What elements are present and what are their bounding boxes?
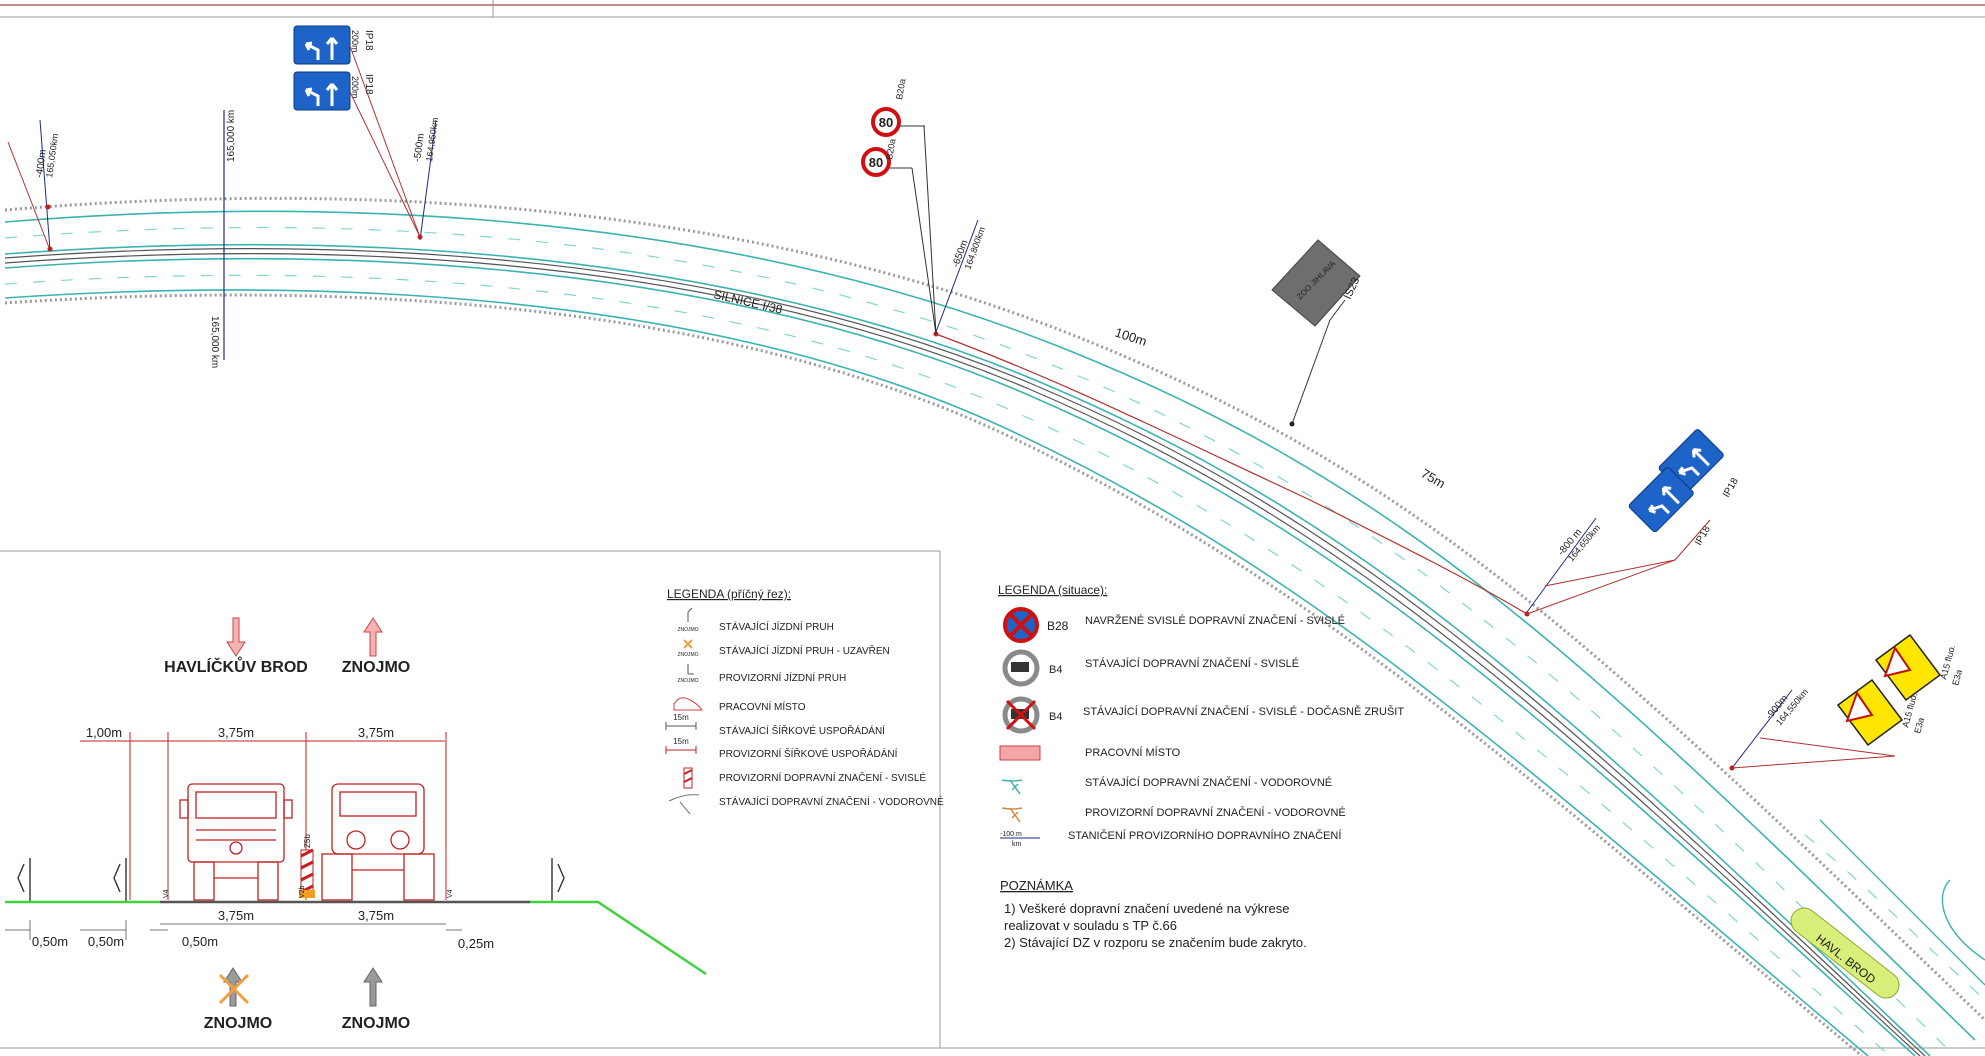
svg-text:PROVIZORNÍ DOPRAVNÍ ZNAČENÍ -: PROVIZORNÍ DOPRAVNÍ ZNAČENÍ - SVISLÉ: [719, 771, 926, 784]
svg-text:2) Stávající DZ v rozporu se z: 2) Stávající DZ v rozporu se značením bu…: [1004, 935, 1307, 950]
svg-text:ZNOJMO: ZNOJMO: [204, 1015, 272, 1032]
svg-text:V4: V4: [447, 889, 454, 898]
svg-text:165,050km: 165,050km: [44, 133, 60, 178]
svg-text:PROVIZORNÍ JÍZDNÍ PRUH: PROVIZORNÍ JÍZDNÍ PRUH: [719, 671, 846, 684]
cross-dir-right: ZNOJMO: [342, 659, 410, 676]
truck-rear: [321, 783, 435, 901]
svg-text:STÁVAJÍCÍ JÍZDNÍ PRUH: STÁVAJÍCÍ JÍZDNÍ PRUH: [719, 620, 834, 633]
ip18-sign-top: 200m 200m IP18 IP18: [292, 24, 421, 238]
station-650: -650m 164,800km: [933, 219, 987, 337]
svg-text:realizovat v souladu s TP č.66: realizovat v souladu s TP č.66: [1004, 918, 1177, 933]
station-800: -800 m 164,650km: [1524, 517, 1602, 617]
svg-text:80: 80: [869, 155, 883, 170]
svg-text:PROVIZORNÍ DOPRAVNÍ ZNAČENÍ -: PROVIZORNÍ DOPRAVNÍ ZNAČENÍ - VODOROVNÉ: [1085, 806, 1346, 819]
svg-text:STÁVAJÍCÍ DOPRAVNÍ ZNAČENÍ - S: STÁVAJÍCÍ DOPRAVNÍ ZNAČENÍ - SVISLÉ: [1085, 657, 1299, 670]
svg-text:B4: B4: [1049, 711, 1062, 723]
truck-front: [179, 783, 293, 901]
station-900: -900m 164,550km: [1729, 687, 1810, 771]
svg-text:IP18: IP18: [363, 30, 374, 51]
dir-arrow-znojmo-closed: [218, 967, 250, 1007]
svg-text:PRACOVNÍ MÍSTO: PRACOVNÍ MÍSTO: [1085, 746, 1181, 759]
svg-text:LEGENDA (situace):: LEGENDA (situace):: [998, 583, 1107, 597]
svg-text:B28: B28: [1047, 619, 1069, 633]
note: POZNÁMKA 1) Veškeré dopravní značení uve…: [1000, 878, 1307, 950]
svg-text:15m: 15m: [673, 713, 689, 722]
svg-text:PRACOVNÍ MÍSTO: PRACOVNÍ MÍSTO: [719, 700, 806, 713]
svg-text:IP18: IP18: [363, 74, 374, 95]
bottom-dimensions: [5, 920, 462, 940]
svg-text:B20a: B20a: [894, 78, 908, 100]
svg-text:LEGENDA (příčný řez):: LEGENDA (příčný řez):: [667, 587, 791, 601]
svg-text:164,950km: 164,950km: [424, 117, 440, 162]
distance-75: 75m: [1419, 466, 1448, 492]
svg-text:V4: V4: [163, 889, 170, 898]
a15-warning-signs: A15 fluo. A15 fluo. E3a E3a: [1731, 633, 1964, 769]
guardrails: [17, 858, 565, 902]
svg-text:PROVIZORNÍ ŠÍŘKOVÉ USPOŘÁDÁNÍ: PROVIZORNÍ ŠÍŘKOVÉ USPOŘÁDÁNÍ: [719, 747, 898, 760]
svg-text:200m: 200m: [350, 30, 360, 53]
svg-text:Z5b: Z5b: [303, 834, 312, 848]
svg-text:0,50m: 0,50m: [88, 934, 124, 949]
svg-text:STÁVAJÍCÍ DOPRAVNÍ ZNAČENÍ - S: STÁVAJÍCÍ DOPRAVNÍ ZNAČENÍ - SVISLÉ - DO…: [1083, 705, 1404, 718]
svg-text:B20a: B20a: [884, 138, 898, 160]
svg-text:ZNOJMO: ZNOJMO: [677, 678, 698, 684]
svg-text:ZNOJMO: ZNOJMO: [677, 627, 698, 633]
svg-text:0,50m: 0,50m: [182, 934, 218, 949]
km-marker-top: 165,000 km: [226, 110, 237, 162]
svg-text:ZNOJMO: ZNOJMO: [677, 652, 698, 658]
svg-text:3,75m: 3,75m: [218, 725, 254, 740]
cross-dir-left: HAVLÍČKŮV BROD: [164, 656, 308, 676]
dir-arrow-havlickuv-brod: [226, 617, 246, 657]
svg-text:km: km: [1012, 841, 1022, 848]
svg-text:E3a: E3a: [1950, 668, 1964, 686]
km-marker-bottom: 165,000 km: [209, 316, 220, 368]
svg-text:1) Veškeré dopravní značení uv: 1) Veškeré dopravní značení uvedené na v…: [1004, 901, 1289, 916]
svg-text:STÁVAJÍCÍ DOPRAVNÍ ZNAČENÍ - V: STÁVAJÍCÍ DOPRAVNÍ ZNAČENÍ - VODOROVNÉ: [1085, 776, 1332, 789]
svg-text:-400m: -400m: [34, 149, 49, 179]
distance-100: 100m: [1113, 325, 1149, 349]
svg-text:IP18: IP18: [1721, 476, 1741, 500]
svg-text:STANIČENÍ PROVIZORNÍHO DOPRAVN: STANIČENÍ PROVIZORNÍHO DOPRAVNÍHO ZNAČEN…: [1068, 829, 1342, 842]
svg-text:3,75m: 3,75m: [218, 908, 254, 923]
svg-text:POZNÁMKA: POZNÁMKA: [1000, 878, 1073, 893]
b20a-speed-signs: 80 80 B20a B20a: [861, 78, 937, 335]
svg-text:STÁVAJÍCÍ JÍZDNÍ PRUH - UZAVŘE: STÁVAJÍCÍ JÍZDNÍ PRUH - UZAVŘEN: [719, 644, 890, 657]
svg-text:V2b: V2b: [299, 885, 306, 898]
svg-text:STÁVAJÍCÍ DOPRAVNÍ ZNAČENÍ - V: STÁVAJÍCÍ DOPRAVNÍ ZNAČENÍ - VODOROVNÉ: [719, 795, 944, 808]
svg-text:0,50m: 0,50m: [32, 934, 68, 949]
legend-cross-section: LEGENDA (příčný řez): ZNOJMO ZNOJMO ZNOJ…: [665, 587, 944, 815]
svg-text:E3a: E3a: [1912, 716, 1926, 734]
svg-text:80: 80: [879, 115, 893, 130]
dir-arrow-znojmo: [363, 617, 383, 657]
svg-text:-500m: -500m: [412, 133, 427, 163]
svg-text:1,00m: 1,00m: [86, 725, 122, 740]
svg-text:ZNOJMO: ZNOJMO: [342, 1015, 410, 1032]
svg-text:0,25m: 0,25m: [458, 936, 494, 951]
ip18-sign-right: IP18 IP18: [1526, 426, 1741, 615]
station-400: -400m 165,050km: [7, 119, 60, 252]
svg-text:15m: 15m: [673, 737, 689, 746]
svg-text:B4: B4: [1049, 664, 1062, 676]
legend-situation: LEGENDA (situace): B28 B4 B4 -100 m km N…: [998, 583, 1404, 848]
is23-sign: ZOO JIHLAVA IS23: [1271, 239, 1362, 427]
svg-text:3,75m: 3,75m: [358, 908, 394, 923]
svg-text:200m: 200m: [350, 76, 360, 99]
station-500: -500m 164,950km: [412, 117, 440, 241]
svg-text:NAVRŽENÉ SVISLÉ DOPRAVNÍ ZNAČE: NAVRŽENÉ SVISLÉ DOPRAVNÍ ZNAČENÍ - SVISL…: [1085, 614, 1345, 627]
z5b-barrier: Z5b: [299, 834, 315, 898]
svg-text:-100 m: -100 m: [1000, 831, 1022, 838]
dir-arrow-znojmo-open: [363, 967, 383, 1007]
svg-text:3,75m: 3,75m: [358, 725, 394, 740]
road-plan: [4, 196, 1985, 1056]
svg-text:STÁVAJÍCÍ ŠÍŘKOVÉ USPOŘÁDÁNÍ: STÁVAJÍCÍ ŠÍŘKOVÉ USPOŘÁDÁNÍ: [719, 724, 885, 737]
